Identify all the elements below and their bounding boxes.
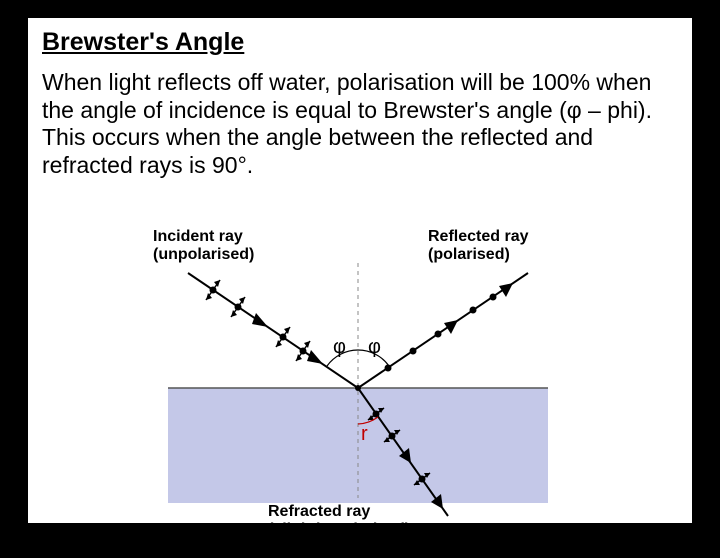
water-rect (168, 388, 548, 503)
reflected-label-l2: (polarised) (428, 246, 510, 263)
slide-title: Brewster's Angle (42, 28, 678, 57)
incident-label-l1: Incident ray (153, 228, 243, 245)
refracted-ray-label: Refracted ray (slightly polarised) (268, 503, 410, 538)
slide-body-text: When light reflects off water, polarisat… (42, 69, 678, 179)
phi-reflection-label: φ (368, 336, 381, 359)
reflected-ray (358, 273, 528, 388)
phi-incidence-label: φ (333, 336, 346, 359)
refracted-label-l2: (slightly polarised) (268, 521, 410, 538)
incident-label-l2: (unpolarised) (153, 246, 254, 263)
reflected-label-l1: Reflected ray (428, 228, 529, 245)
slide-content: Brewster's Angle When light reflects off… (28, 18, 692, 523)
incidence-point (355, 385, 361, 391)
diagram-svg (128, 228, 588, 538)
incident-ray-label: Incident ray (unpolarised) (153, 228, 254, 263)
incident-ray (188, 273, 358, 388)
reflected-ray-label: Reflected ray (polarised) (428, 228, 529, 263)
refracted-label-l1: Refracted ray (268, 503, 370, 520)
r-refraction-label: r (361, 423, 368, 446)
brewster-diagram: Incident ray (unpolarised) Reflected ray… (128, 228, 588, 538)
